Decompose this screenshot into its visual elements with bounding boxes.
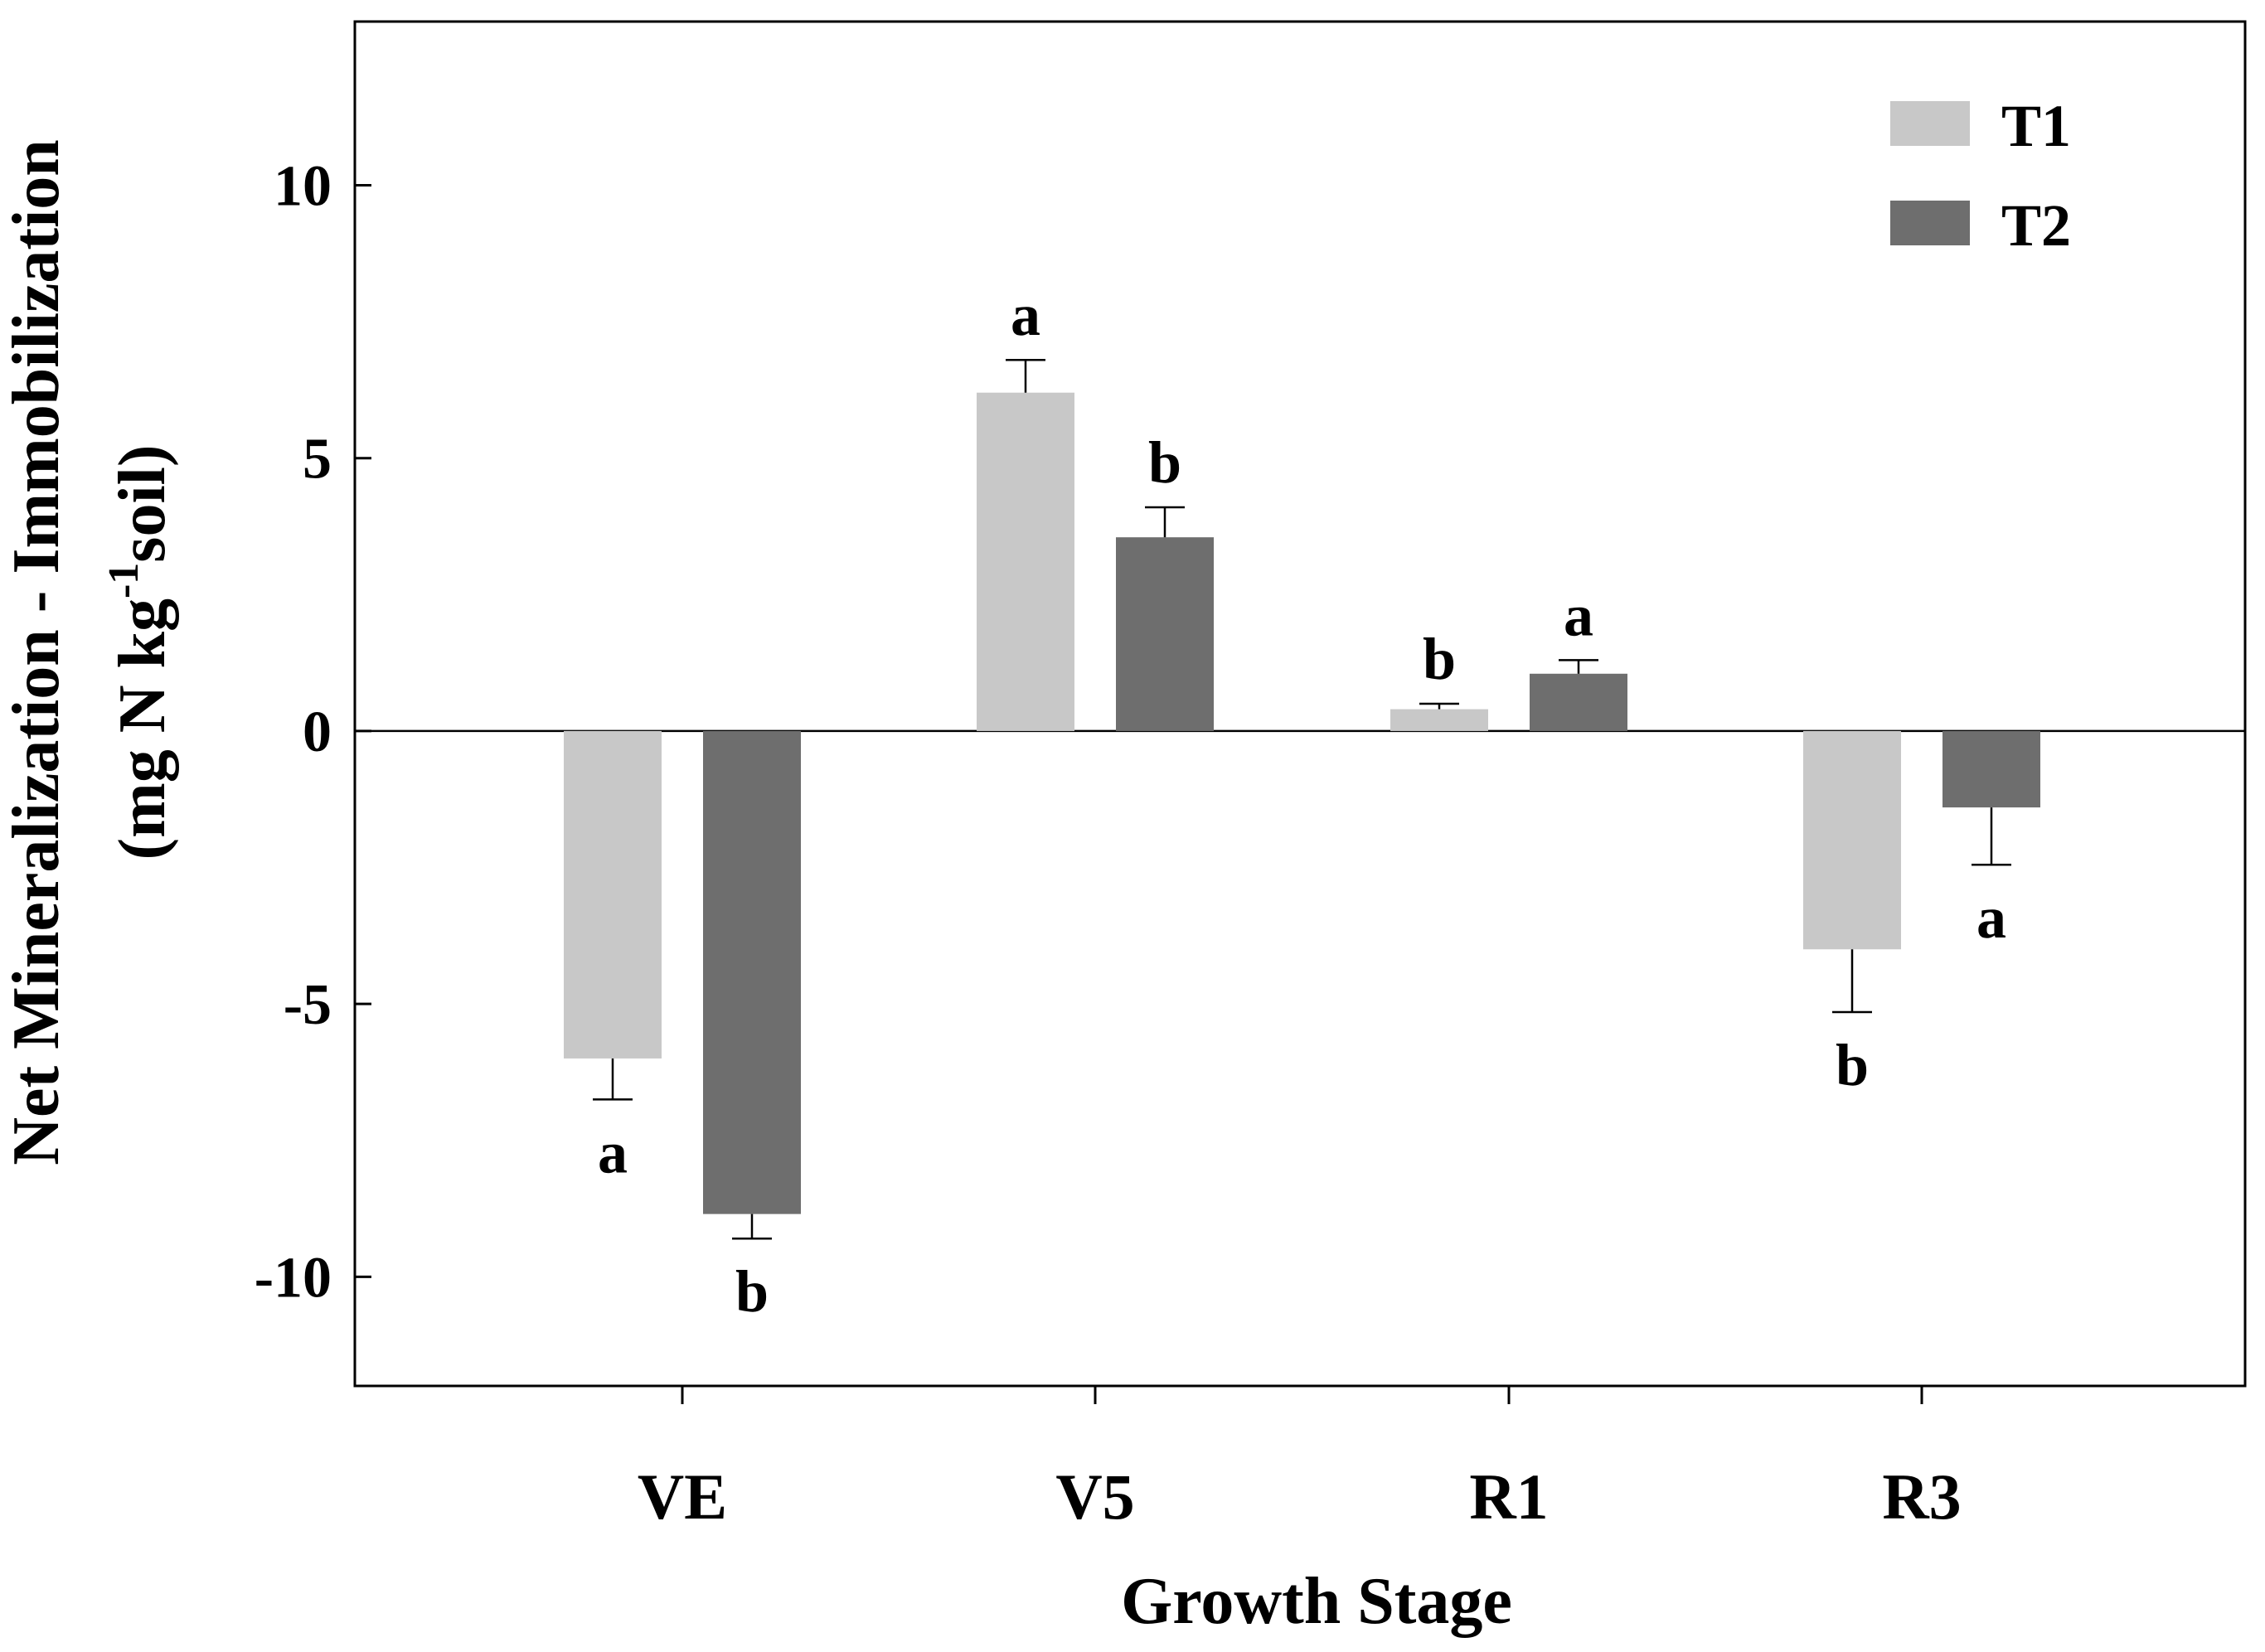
plot-frame bbox=[353, 20, 2247, 1388]
legend-label-t1: T1 bbox=[2001, 93, 2071, 159]
y-tick-label: 10 bbox=[274, 155, 332, 219]
y-axis-title-unit-suffix: soil) bbox=[106, 444, 179, 562]
y-tick-label: -10 bbox=[255, 1246, 332, 1310]
bar-t2 bbox=[1116, 537, 1214, 731]
legend-swatch-t1 bbox=[1890, 101, 1970, 146]
legend-label-t2: T2 bbox=[2001, 192, 2071, 259]
bar-t1 bbox=[1390, 709, 1488, 731]
significance-letter: a bbox=[1564, 582, 1593, 648]
y-axis-title-unit-superscript: -1 bbox=[100, 563, 148, 598]
bar-t2 bbox=[703, 730, 801, 1214]
bars bbox=[564, 392, 2040, 1214]
x-tick-label: R3 bbox=[1882, 1461, 1961, 1533]
y-tick-label: 0 bbox=[303, 700, 332, 764]
significance-letter: b bbox=[1148, 429, 1181, 496]
significance-letter: a bbox=[1976, 884, 2006, 951]
y-tick-label: -5 bbox=[284, 973, 332, 1037]
significance-letter: a bbox=[598, 1119, 628, 1185]
x-tick-label: R1 bbox=[1469, 1461, 1548, 1533]
y-axis-title-line1: Net Mineralization - Immobilization bbox=[0, 139, 73, 1165]
significance-letter: b bbox=[1423, 626, 1456, 692]
bar-t2 bbox=[1942, 730, 2040, 808]
significance-letter: b bbox=[735, 1258, 769, 1325]
legend: T1 T2 bbox=[1890, 93, 2071, 259]
x-tick-label: V5 bbox=[1055, 1461, 1134, 1533]
significance-letter: b bbox=[1836, 1032, 1869, 1098]
significance-letters: a a b b b b a a bbox=[598, 282, 2006, 1325]
x-tick-label: VE bbox=[638, 1461, 727, 1533]
y-axis-title-unit-prefix: (mg N kg bbox=[106, 598, 179, 860]
y-tick-label: 5 bbox=[303, 428, 332, 492]
legend-swatch-t2 bbox=[1890, 201, 1970, 245]
significance-letter: a bbox=[1011, 282, 1040, 348]
bar-t1 bbox=[564, 730, 662, 1059]
bar-t1 bbox=[1803, 730, 1901, 950]
y-axis-title: Net Mineralization - Immobilization (mg … bbox=[0, 139, 179, 1165]
x-axis-title: Growth Stage bbox=[1121, 1565, 1512, 1638]
y-axis-title-line2: (mg N kg-1soil) bbox=[100, 444, 179, 860]
y-axis: 10 5 0 -5 -10 bbox=[255, 155, 371, 1310]
bar-t2 bbox=[1530, 673, 1627, 731]
bar-t1 bbox=[977, 392, 1074, 731]
x-axis: VE V5 R1 R3 bbox=[638, 1386, 1962, 1533]
error-bars bbox=[593, 358, 2011, 1240]
